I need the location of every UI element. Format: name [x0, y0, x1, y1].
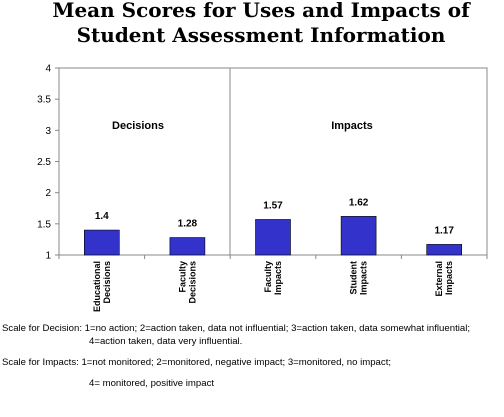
- bar-value-label: 1.28: [178, 219, 198, 230]
- y-tick-label: 2: [45, 188, 51, 199]
- y-tick-label: 4: [45, 64, 51, 75]
- impacts-scale-line-2: 4= monitored, positive impact: [89, 378, 215, 389]
- bar-series: 1.4 1.28 1.57 1.62 1.17: [84, 197, 463, 256]
- decision-scale-line-1: Scale for Decision: 1=no action; 2=actio…: [2, 323, 470, 334]
- group-label-decisions: Decisions: [112, 120, 164, 132]
- y-tick-label: 1: [45, 251, 51, 262]
- decision-scale-line-2: 4=action taken, data very influential.: [89, 336, 243, 347]
- bar-value-label: 1.62: [349, 197, 369, 208]
- x-category-label: External Impacts: [434, 261, 454, 297]
- chart-title-line-1: Mean Scores for Uses and Impacts of: [52, 0, 471, 22]
- x-category-label-line: Faculty: [177, 261, 187, 293]
- bar: [426, 244, 463, 256]
- group-label-impacts: Impacts: [331, 120, 373, 132]
- x-category-label-line: Faculty: [263, 261, 273, 293]
- x-category-label-line: Student: [349, 261, 359, 295]
- y-tick-label: 3: [45, 126, 51, 137]
- scale-notes: Scale for Decision: 1=no action; 2=actio…: [0, 322, 504, 390]
- bar-value-label: 1.17: [434, 225, 454, 236]
- bar: [84, 229, 120, 256]
- impacts-scale-line-1: Scale for Impacts: 1=not monitored; 2=mo…: [2, 357, 392, 368]
- x-category-label: Student Impacts: [349, 261, 369, 295]
- x-category-label: Faculty Decisions: [177, 261, 197, 304]
- x-category-label: Faculty Impacts: [263, 261, 283, 295]
- bar-value-label: 1.57: [263, 200, 283, 211]
- y-tick-label: 2.5: [37, 157, 51, 168]
- chart-title: Mean Scores for Uses and Impacts of Stud…: [52, 0, 471, 47]
- x-axis: Educational Decisions Faculty Decisions Facu…: [58, 255, 488, 312]
- x-category-label-line: Educational: [92, 261, 102, 312]
- bar: [255, 219, 291, 256]
- y-axis: 1 1.5 2 2.5 3 3.5 4: [37, 64, 59, 262]
- x-category-label-line: External: [434, 261, 444, 297]
- y-tick-label: 1.5: [37, 219, 51, 230]
- x-category-label-line: Impacts: [273, 261, 283, 295]
- chart-title-line-2: Student Assessment Information: [77, 23, 446, 47]
- x-category-label-line: Impacts: [359, 261, 369, 295]
- x-category-label-line: Impacts: [444, 261, 454, 295]
- x-category-label: Educational Decisions: [92, 261, 112, 312]
- x-category-label-line: Decisions: [102, 261, 112, 304]
- bar-value-label: 1.4: [95, 211, 109, 222]
- bar: [340, 216, 377, 256]
- bar: [169, 237, 206, 256]
- x-category-label-line: Decisions: [187, 261, 197, 304]
- y-tick-label: 3.5: [37, 95, 51, 106]
